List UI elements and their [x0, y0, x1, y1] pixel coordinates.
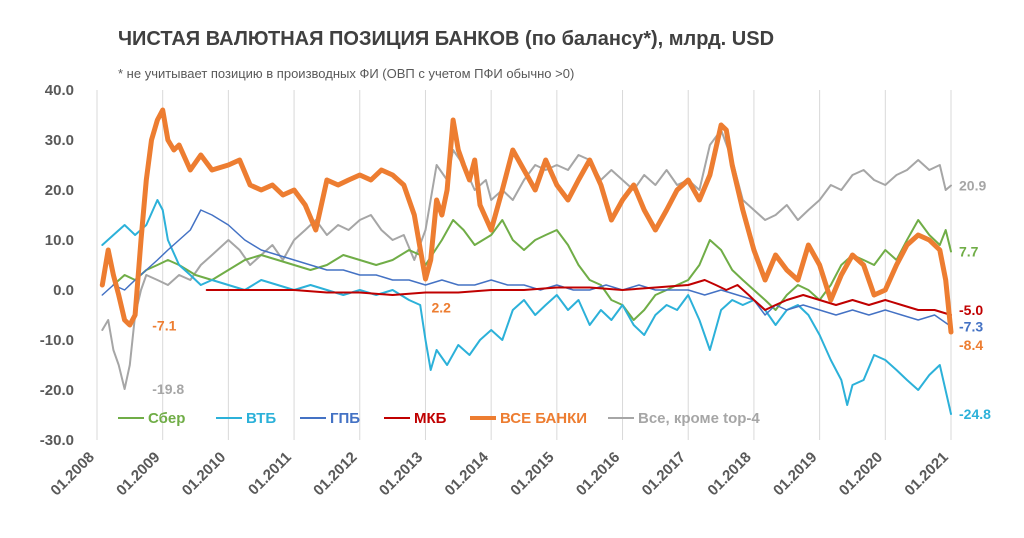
data-label: 2.2: [431, 300, 451, 316]
x-tick-label: 01.2012: [310, 449, 360, 499]
data-label: -8.4: [959, 337, 983, 353]
x-tick-label: 01.2016: [573, 449, 623, 499]
x-tick-label: 01.2009: [113, 449, 163, 499]
data-label: 20.9: [959, 178, 986, 194]
y-tick-label: -30.0: [40, 432, 74, 449]
x-tick-label: 01.2008: [47, 449, 97, 499]
grid-layer: [96, 90, 952, 440]
x-tick-label: 01.2010: [179, 449, 229, 499]
y-tick-label: 10.0: [45, 232, 74, 249]
chart-subtitle: * не учитывает позицию в производных ФИ …: [118, 66, 575, 81]
legend-label: ГПБ: [330, 410, 360, 427]
legend: Сбер ВТБ ГПБ МКБ ВСЕ БАНКИ Все, кроме top-4: [118, 410, 760, 427]
legend-label: МКБ: [414, 410, 447, 427]
x-tick-label: 01.2015: [507, 449, 557, 499]
y-tick-label: -20.0: [40, 382, 74, 399]
chart-title: ЧИСТАЯ ВАЛЮТНАЯ ПОЗИЦИЯ БАНКОВ (по балан…: [118, 28, 775, 50]
legend-label: Сбер: [148, 410, 185, 427]
y-tick-label: 30.0: [45, 132, 74, 149]
x-tick-label: 01.2021: [901, 449, 951, 499]
y-tick-label: 40.0: [45, 82, 74, 99]
series-line-3: [205, 279, 952, 316]
series-line-1: [101, 199, 952, 415]
y-tick-label: 0.0: [53, 282, 74, 299]
series-line-2: [101, 209, 952, 328]
data-label: -19.8: [152, 381, 184, 397]
legend-label: Все, кроме top-4: [638, 410, 760, 427]
data-label: 7.7: [959, 244, 979, 260]
x-tick-label: 01.2019: [770, 449, 820, 499]
data-label: -24.8: [959, 406, 991, 422]
x-tick-label: 01.2011: [245, 449, 295, 499]
x-axis: 01.2008 01.2009 01.2010 01.2011 01.2012 01.20…: [47, 448, 951, 499]
y-tick-label: -10.0: [40, 332, 74, 349]
x-tick-label: 01.2020: [836, 449, 886, 499]
series-line-4: [99, 107, 954, 335]
y-tick-label: 20.0: [45, 182, 74, 199]
legend-label: ВСЕ БАНКИ: [500, 410, 587, 427]
y-axis: 40.0 30.0 20.0 10.0 0.0 -10.0 -20.0 -30.0: [40, 82, 74, 449]
x-tick-label: 01.2017: [639, 449, 689, 499]
annotation-layer: 20.9 7.7 -5.0-7.3 -8.4 -24.8 -7.1 -19.8 2.2: [152, 178, 991, 423]
series-line-0: [112, 219, 952, 321]
data-label: -7.1: [152, 318, 176, 334]
x-tick-label: 01.2018: [704, 449, 754, 499]
data-label: -7.3: [959, 319, 983, 335]
x-tick-label: 01.2014: [442, 448, 493, 499]
x-tick-label: 01.2013: [376, 449, 426, 499]
series-layer: [99, 107, 954, 415]
data-label: -5.0: [959, 302, 983, 318]
legend-label: ВТБ: [246, 410, 276, 427]
series-line-5: [101, 129, 952, 390]
